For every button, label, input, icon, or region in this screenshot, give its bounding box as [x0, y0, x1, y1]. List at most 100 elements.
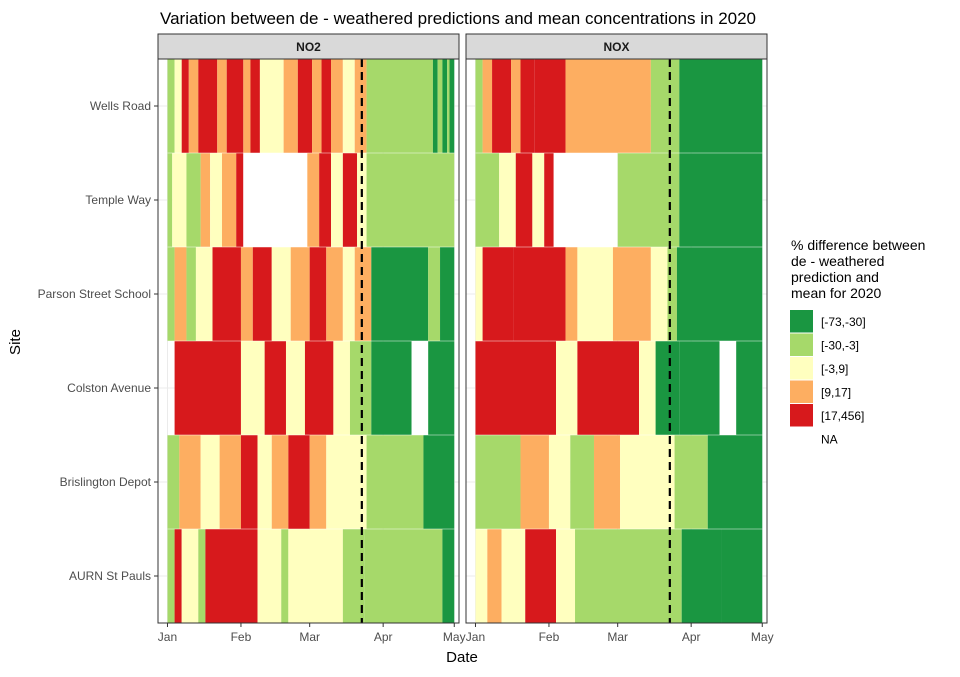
- heatmap-tile: [556, 341, 578, 435]
- heatmap-tile: [179, 435, 201, 529]
- y-tick-label: Brislington Depot: [60, 475, 152, 489]
- heatmap-tile: [577, 247, 613, 341]
- y-tick-label: Temple Way: [85, 193, 151, 207]
- heatmap-tile: [357, 153, 367, 247]
- heatmap-tile: [167, 529, 175, 623]
- heatmap-tile: [181, 59, 189, 153]
- heatmap-tile: [511, 59, 521, 153]
- panel-nox: NOX Jan Feb Mar Apr May: [465, 33, 774, 644]
- legend-key: [790, 357, 813, 380]
- heatmap-tile: [281, 529, 289, 623]
- x-tick-label: May: [751, 630, 774, 644]
- heatmap-tile: [487, 529, 502, 623]
- heatmap-tile: [290, 247, 310, 341]
- heatmap-tile: [354, 59, 367, 153]
- heatmap-tile: [475, 341, 557, 435]
- heatmap-tile: [667, 247, 677, 341]
- heatmap-tile: [174, 247, 187, 341]
- heatmap-tile: [200, 435, 220, 529]
- legend-title-line: % difference between: [791, 237, 925, 253]
- y-tick-label: Wells Road: [90, 99, 151, 113]
- heatmap-tile: [707, 435, 763, 529]
- heatmap-tile: [492, 59, 512, 153]
- legend-key: [790, 427, 813, 450]
- heatmap-tile: [271, 247, 291, 341]
- legend-key: [790, 380, 813, 403]
- y-axis: Wells Road Temple Way Parson Street School…: [38, 99, 158, 583]
- x-tick-label: May: [443, 630, 466, 644]
- x-tick-label: Feb: [231, 630, 252, 644]
- x-axis-label: Date: [446, 649, 478, 666]
- legend-title-line: de - weathered: [791, 253, 884, 269]
- heatmap-tile: [371, 247, 429, 341]
- heatmap-tile: [326, 247, 343, 341]
- legend-label: NA: [821, 433, 838, 447]
- y-tick-label: Colston Avenue: [67, 381, 151, 395]
- heatmap-tile: [186, 153, 201, 247]
- heatmap-tile: [309, 435, 327, 529]
- heatmap-tile: [271, 435, 289, 529]
- heatmap-tile: [333, 341, 350, 435]
- legend: % difference between de - weathered pred…: [790, 237, 925, 450]
- legend-label: [-30,-3]: [821, 339, 859, 353]
- heatmap-tile: [212, 247, 241, 341]
- heatmap-tile-na: [719, 341, 737, 435]
- heatmap-tile: [259, 59, 284, 153]
- y-tick-label: Parson Street School: [38, 287, 151, 301]
- heatmap-tile: [342, 153, 358, 247]
- heatmap-tile: [681, 529, 722, 623]
- heatmap-tile: [210, 153, 222, 247]
- heatmap-tile: [447, 59, 450, 153]
- heatmap-tile: [172, 153, 187, 247]
- heatmap-tile: [354, 247, 372, 341]
- heatmap-tile: [575, 529, 682, 623]
- legend-title-line: mean for 2020: [791, 285, 881, 301]
- heatmap-tile: [475, 59, 483, 153]
- heatmap-tile: [371, 341, 412, 435]
- heatmap-tile: [342, 529, 365, 623]
- legend-label: [-3,9]: [821, 362, 848, 376]
- heatmap-tile: [366, 59, 433, 153]
- panel-no2: NO2 Jan Feb Mar Apr May: [157, 33, 466, 644]
- heatmap-tile: [331, 153, 343, 247]
- heatmap-tile: [475, 435, 521, 529]
- heatmap-tile: [198, 529, 206, 623]
- heatmap-tile: [240, 435, 258, 529]
- heatmap-tile: [428, 341, 455, 435]
- heatmap-tile: [288, 529, 343, 623]
- heatmap-tile: [188, 59, 199, 153]
- heatmap-tile: [342, 59, 355, 153]
- heatmap-tile: [186, 247, 196, 341]
- panels: NO2 Jan Feb Mar Apr May NOX Jan Feb Mar Apr May Well…: [38, 33, 774, 644]
- heatmap-tile: [679, 341, 720, 435]
- facet-strip: [465, 33, 768, 60]
- heatmap-tile: [676, 247, 763, 341]
- legend-title-line: prediction and: [791, 269, 879, 285]
- heatmap-tile: [515, 153, 533, 247]
- heatmap-tile-na: [553, 153, 618, 247]
- heatmap-tile: [423, 435, 455, 529]
- heatmap-tile: [240, 341, 265, 435]
- heatmap-tile: [288, 435, 310, 529]
- heatmap-tile: [167, 435, 180, 529]
- x-tick-label: Apr: [374, 630, 393, 644]
- heatmap-tile: [482, 247, 514, 341]
- legend-label: [-73,-30]: [821, 315, 866, 329]
- heatmap-tile: [221, 153, 237, 247]
- x-tick-label: Jan: [158, 630, 177, 644]
- x-tick-label: Feb: [539, 630, 560, 644]
- heatmap-tile: [432, 59, 438, 153]
- heatmap-tile: [532, 153, 545, 247]
- heatmap-tile: [520, 435, 549, 529]
- y-axis-label: Site: [7, 329, 24, 355]
- heatmap-tile: [236, 153, 244, 247]
- facet-strip-label: NOX: [603, 40, 629, 54]
- heatmap-tile: [257, 435, 272, 529]
- x-tick-label: Jan: [466, 630, 485, 644]
- heatmap-tile: [655, 341, 680, 435]
- panel-background: [158, 59, 459, 623]
- heatmap-tile: [167, 59, 175, 153]
- heatmap-tile: [304, 341, 334, 435]
- heatmap-tile: [366, 435, 424, 529]
